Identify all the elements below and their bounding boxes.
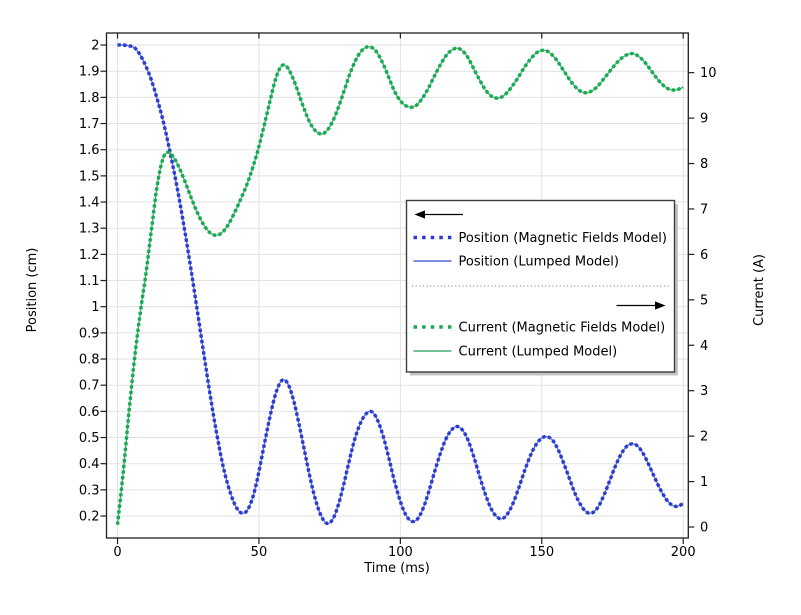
right-arrow-head-icon xyxy=(655,301,666,310)
left-tick-label: 1.9 xyxy=(79,65,100,80)
series-curve-position-magnetic-fields-model xyxy=(117,43,684,526)
right-tick-label: 8 xyxy=(700,157,708,172)
legend-label: Position (Magnetic Fields Model) xyxy=(459,231,668,246)
legend-label: Current (Magnetic Fields Model) xyxy=(459,321,666,336)
legend-label: Current (Lumped Model) xyxy=(459,345,618,360)
right-tick-label: 5 xyxy=(700,293,708,308)
left-tick-label: 1.6 xyxy=(79,143,100,158)
right-axis-title: Current (A) xyxy=(752,254,767,326)
left-tick-label: 1.7 xyxy=(79,117,100,132)
x-axis-title: Time (ms) xyxy=(363,561,430,576)
data-series xyxy=(115,43,684,526)
left-tick-label: 1 xyxy=(91,300,99,315)
x-tick-label: 0 xyxy=(113,545,121,560)
right-tick-label: 7 xyxy=(700,202,708,217)
right-tick-label: 1 xyxy=(700,475,708,490)
left-tick-label: 0.8 xyxy=(79,353,100,368)
left-tick-label: 1.5 xyxy=(79,169,100,184)
left-tick-label: 0.3 xyxy=(79,483,100,498)
left-tick-label: 0.4 xyxy=(79,457,100,472)
x-tick-label: 100 xyxy=(388,545,413,560)
legend: Position (Magnetic Fields Model) Position… xyxy=(405,199,678,376)
right-tick-label: 4 xyxy=(700,339,708,354)
left-tick-label: 0.9 xyxy=(79,326,100,341)
legend-label: Position (Lumped Model) xyxy=(459,255,619,270)
right-tick-label: 10 xyxy=(700,66,717,81)
left-tick-label: 2 xyxy=(91,39,99,54)
left-tick-label: 0.5 xyxy=(79,431,100,446)
axis-tick-labels: 0.2 0.3 0.4 0.5 0.6 0.7 0.8 0.9 1 1.1 1.2 1.3 1.4 1.5… xyxy=(79,39,717,560)
series-curve-current-lumped-model xyxy=(116,46,684,525)
left-tick-label: 1.8 xyxy=(79,91,100,106)
left-tick-label: 1.4 xyxy=(79,196,100,211)
left-tick-label: 0.7 xyxy=(79,379,100,394)
right-tick-label: 6 xyxy=(700,248,708,263)
left-arrow-head-icon xyxy=(414,210,425,219)
x-tick-label: 200 xyxy=(671,545,696,560)
plot-frame xyxy=(105,32,689,539)
x-tick-label: 50 xyxy=(251,545,268,560)
right-tick-label: 3 xyxy=(700,384,708,399)
left-tick-label: 1.3 xyxy=(79,222,100,237)
right-tick-label: 2 xyxy=(700,430,708,445)
left-tick-label: 1.2 xyxy=(79,248,100,263)
left-tick-label: 1.1 xyxy=(79,274,100,289)
left-axis-title: Position (cm) xyxy=(25,248,40,333)
x-tick-label: 150 xyxy=(529,545,554,560)
left-tick-label: 0.6 xyxy=(79,405,100,420)
left-tick-label: 0.2 xyxy=(79,510,100,525)
right-tick-label: 9 xyxy=(700,112,708,127)
legend-box xyxy=(405,199,676,373)
plot-border xyxy=(105,32,689,539)
right-tick-label: 0 xyxy=(700,521,708,536)
axis-ticks xyxy=(100,33,695,544)
